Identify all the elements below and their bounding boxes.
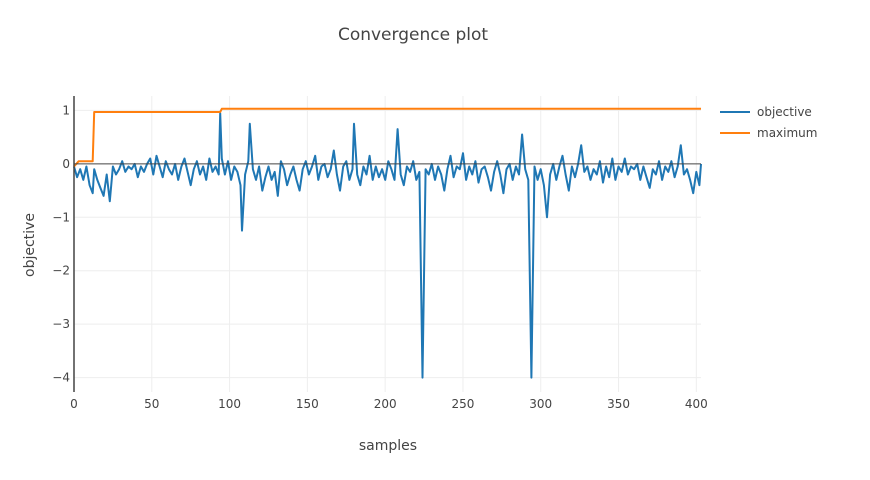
legend: objective maximum: [720, 105, 817, 140]
x-tick-label: 0: [70, 397, 78, 411]
x-axis-ticks: 0 50 100 150 200 250 300 350 400: [70, 397, 708, 411]
series-line-maximum: [73, 107, 701, 168]
x-tick-label: 300: [529, 397, 552, 411]
legend-label-objective: objective: [757, 105, 812, 119]
y-axis-title: objective: [22, 213, 38, 277]
y-tick-label: 0: [62, 157, 70, 171]
legend-label-maximum: maximum: [757, 126, 817, 140]
y-tick-label: 1: [62, 103, 70, 117]
x-tick-label: 150: [296, 397, 319, 411]
series-layer: [73, 107, 702, 379]
y-tick-label: −3: [52, 317, 70, 331]
x-axis-title: samples: [359, 438, 417, 454]
chart-title: Convergence plot: [338, 25, 488, 45]
x-tick-label: 400: [685, 397, 708, 411]
x-tick-label: 200: [374, 397, 397, 411]
x-tick-label: 350: [607, 397, 630, 411]
x-tick-label: 250: [452, 397, 475, 411]
y-tick-label: −4: [52, 371, 70, 385]
axes-layer: [73, 96, 701, 392]
x-tick-label: 100: [218, 397, 241, 411]
y-tick-label: −2: [52, 264, 70, 278]
x-tick-label: 50: [144, 397, 159, 411]
series-line-objective: [73, 112, 702, 379]
y-axis-ticks: 1 0 −1 −2 −3 −4: [52, 103, 70, 384]
gridlines: [74, 96, 701, 392]
y-tick-label: −1: [52, 210, 70, 224]
